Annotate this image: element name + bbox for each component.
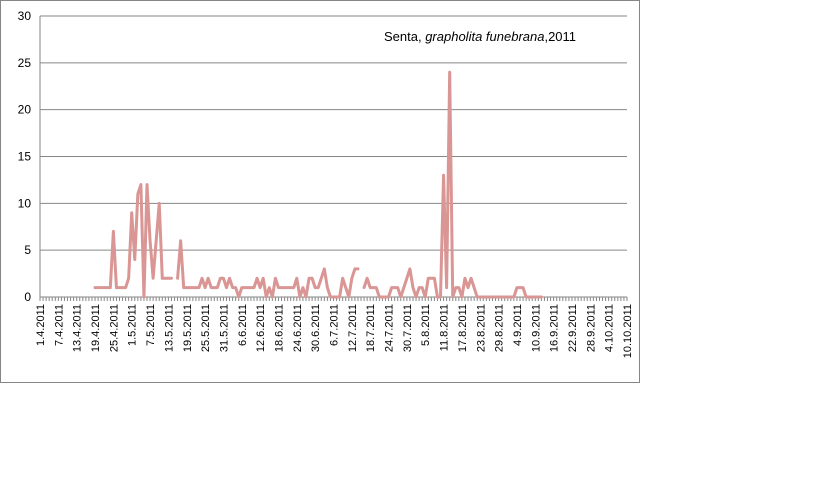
x-tick-label: 13.5.2011: [163, 304, 175, 352]
y-tick-label: 15: [18, 150, 32, 164]
y-tick-label: 30: [18, 9, 32, 23]
series-line-segment: [93, 183, 173, 299]
x-tick-label: 17.8.2011: [457, 304, 469, 352]
y-tick-label: 5: [24, 243, 31, 257]
x-tick-label: 18.7.2011: [365, 304, 377, 352]
x-tick-label: 7.4.2011: [53, 304, 65, 346]
x-tick-label: 6.6.2011: [237, 304, 249, 346]
x-tick-label: 24.6.2011: [292, 304, 304, 352]
x-tick-label: 13.4.2011: [72, 304, 84, 352]
x-tick-label: 12.6.2011: [255, 304, 267, 352]
x-tick-label: 25.4.2011: [108, 304, 120, 352]
x-tick-label: 5.8.2011: [420, 304, 432, 346]
y-tick-label: 20: [18, 103, 32, 117]
x-tick-label: 28.9.2011: [585, 304, 597, 352]
title-site: Senta,: [384, 29, 425, 44]
x-tick-label: 23.8.2011: [475, 304, 487, 352]
x-tick-label: 11.8.2011: [439, 304, 451, 351]
x-tick-label: 30.7.2011: [402, 304, 414, 352]
y-axis-tick-labels: 0 5 10 15 20 25 30: [18, 9, 32, 304]
x-tick-label: 4.9.2011: [512, 304, 524, 346]
x-tick-label: 30.6.2011: [310, 304, 322, 352]
series-layer: [93, 70, 543, 299]
x-axis-tick-labels: 1.4.2011 7.4.2011 13.4.2011 19.4.2011 25.4.2…: [35, 304, 634, 358]
title-year: ,2011: [544, 29, 576, 44]
x-tick-label: 22.9.2011: [567, 304, 579, 352]
gridlines: [39, 15, 628, 301]
x-tick-label: 31.5.2011: [218, 304, 230, 352]
x-tick-label: 6.7.2011: [329, 304, 341, 346]
x-tick-label: 1.4.2011: [35, 304, 47, 346]
x-tick-label: 24.7.2011: [384, 304, 396, 352]
x-tick-label: 16.9.2011: [549, 304, 561, 352]
y-tick-label: 10: [18, 196, 32, 210]
x-tick-label: 7.5.2011: [145, 304, 157, 346]
x-tick-label: 10.9.2011: [530, 304, 542, 352]
title-species: grapholita funebrana: [425, 29, 544, 44]
x-tick-label: 19.5.2011: [182, 304, 194, 352]
x-tick-label: 10.10.2011: [622, 304, 634, 358]
x-tick-label: 4.10.2011: [604, 304, 616, 352]
x-tick-label: 19.4.2011: [90, 304, 102, 352]
x-tick-label: 1.5.2011: [127, 304, 139, 346]
y-tick-label: 25: [18, 56, 32, 70]
chart-area: [0, 0, 640, 383]
x-tick-label: 29.8.2011: [494, 304, 506, 352]
x-tick-label: 25.5.2011: [200, 304, 212, 352]
chart-title: Senta, grapholita funebrana,2011: [384, 29, 576, 44]
series-line-segment: [362, 70, 543, 299]
x-tick-label: 12.7.2011: [347, 304, 359, 352]
x-tick-label: 18.6.2011: [273, 304, 285, 352]
series-line-segment: [176, 239, 360, 299]
y-tick-label: 0: [24, 290, 31, 304]
